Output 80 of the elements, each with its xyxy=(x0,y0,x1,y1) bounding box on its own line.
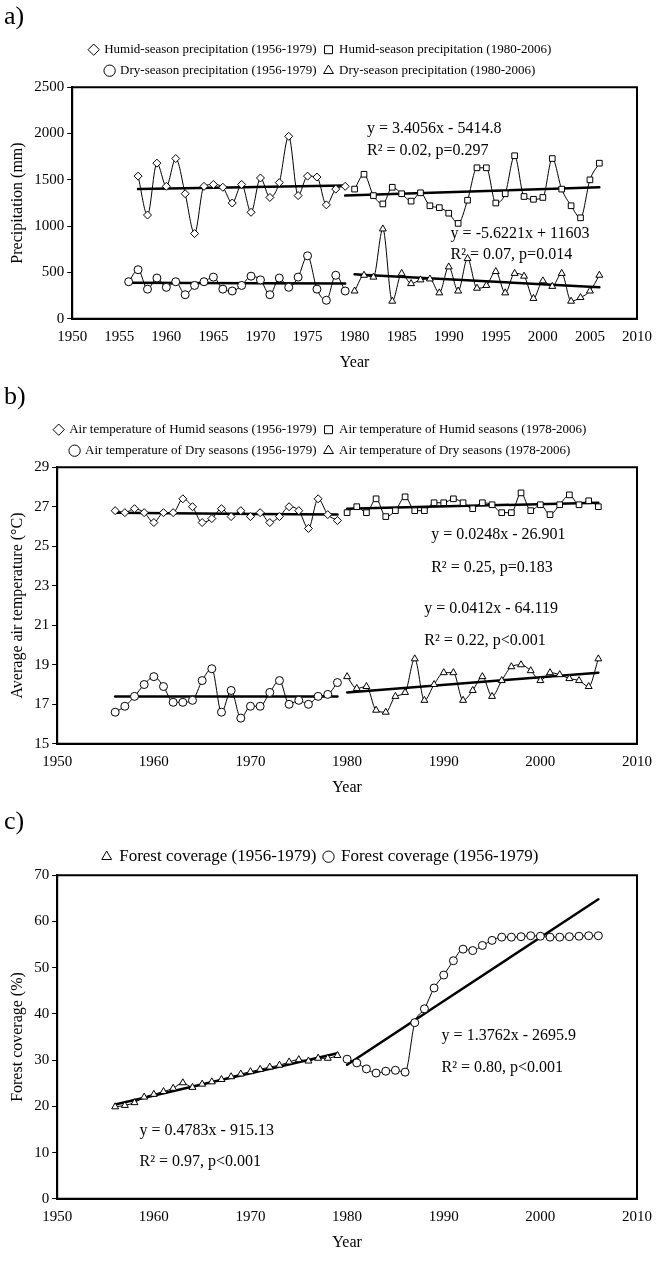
annotation: y = 1.3762x - 2695.9 xyxy=(441,1026,576,1045)
y-tick-label: 21 xyxy=(34,616,50,633)
legend-label: Air temperature of Dry seasons (1978-2006) xyxy=(339,442,571,458)
y-tick-label: 60 xyxy=(34,912,50,929)
y-tick-label: 40 xyxy=(34,1004,50,1021)
annotation: y = 0.0412x - 64.119 xyxy=(424,598,558,617)
x-tick-label: 1960 xyxy=(138,1207,169,1224)
annotation: y = -5.6221x + 11603 xyxy=(450,223,590,242)
y-tick-label: 19 xyxy=(34,655,50,672)
x-tick-label: 1975 xyxy=(292,327,323,344)
x-tick-label: 2000 xyxy=(527,327,558,344)
x-tick-label: 2010 xyxy=(622,752,652,769)
legend-label: Humid-season precipitation (1980-2006) xyxy=(339,41,552,57)
x-tick-label: 1985 xyxy=(386,327,417,344)
y-tick-label: 1000 xyxy=(34,217,65,234)
x-axis-title: Year xyxy=(332,777,363,795)
y-tick-label: 30 xyxy=(34,1051,50,1068)
annotation: R² = 0.22, p<0.001 xyxy=(424,631,546,650)
x-tick-label: 1990 xyxy=(428,752,459,769)
legend-label: Dry-season precipitation (1956-1979) xyxy=(120,62,317,78)
legend-label: Air temperature of Humid seasons (1978-2006) xyxy=(339,421,587,437)
y-axis-title: Precipitation (mm) xyxy=(7,142,26,264)
y-tick-label: 10 xyxy=(34,1143,50,1160)
y-tick-label: 15 xyxy=(34,734,50,751)
y-tick-label: 25 xyxy=(34,537,50,554)
y-tick-label: 50 xyxy=(34,958,50,975)
x-tick-label: 2005 xyxy=(574,327,605,344)
x-tick-label: 1970 xyxy=(235,1207,266,1224)
legend-label: Humid-season precipitation (1956-1979) xyxy=(104,41,317,57)
y-tick-label: 20 xyxy=(34,1097,50,1114)
annotation: R² = 0.07, p=0.014 xyxy=(450,245,573,264)
y-tick-label: 1500 xyxy=(34,170,65,187)
annotation: y = 0.4783x - 915.13 xyxy=(139,1120,274,1139)
y-tick-label: 0 xyxy=(41,1189,50,1206)
x-axis-title: Year xyxy=(339,352,371,370)
x-tick-label: 1980 xyxy=(339,327,370,344)
x-tick-label: 1950 xyxy=(57,327,88,344)
chart-title: b) xyxy=(4,381,26,411)
y-tick-label: 70 xyxy=(34,866,50,883)
x-tick-label: 2010 xyxy=(622,327,652,344)
x-tick-label: 1970 xyxy=(235,752,266,769)
legend-label: Dry-season precipitation (1980-2006) xyxy=(339,62,536,78)
y-axis-title: Forest coverage (%) xyxy=(7,972,26,1102)
annotation: R² = 0.25, p=0.183 xyxy=(431,558,553,577)
y-tick-label: 0 xyxy=(56,309,65,326)
x-tick-label: 2000 xyxy=(525,1207,556,1224)
legend-label: Air temperature of Humid seasons (1956-1979) xyxy=(69,421,317,437)
y-tick-label: 29 xyxy=(34,458,50,475)
annotation: y = 3.4056x - 5414.8 xyxy=(367,119,502,138)
x-tick-label: 1960 xyxy=(138,752,169,769)
x-tick-label: 1980 xyxy=(332,1207,363,1224)
legend-label: Forest coverage (1956-1979) xyxy=(119,846,317,866)
x-tick-label: 1955 xyxy=(104,327,135,344)
x-tick-label: 1960 xyxy=(151,327,182,344)
y-tick-label: 17 xyxy=(34,695,50,712)
x-tick-label: 1980 xyxy=(332,752,363,769)
x-tick-label: 1990 xyxy=(428,1207,459,1224)
legend-label: Air temperature of Dry seasons (1956-1979) xyxy=(85,442,317,458)
chart-title: a) xyxy=(4,1,25,31)
y-tick-label: 2500 xyxy=(34,78,65,95)
x-tick-label: 1965 xyxy=(198,327,229,344)
x-tick-label: 2010 xyxy=(622,1207,652,1224)
legend-label: Forest coverage (1956-1979) xyxy=(341,846,539,866)
y-tick-label: 23 xyxy=(34,576,50,593)
annotation: y = 0.0248x - 26.901 xyxy=(431,524,566,543)
x-tick-label: 1995 xyxy=(480,327,511,344)
x-tick-label: 1950 xyxy=(42,752,73,769)
y-tick-label: 27 xyxy=(34,497,50,514)
y-tick-label: 2000 xyxy=(34,124,65,141)
x-axis-title: Year xyxy=(332,1232,363,1250)
x-tick-label: 1990 xyxy=(433,327,464,344)
y-axis-title: Average air temperature (°C) xyxy=(7,512,26,699)
x-tick-label: 2000 xyxy=(525,752,556,769)
annotation: R² = 0.97, p<0.001 xyxy=(139,1152,262,1171)
annotation: R² = 0.02, p=0.297 xyxy=(367,140,489,159)
x-tick-label: 1950 xyxy=(42,1207,73,1224)
x-tick-label: 1970 xyxy=(245,327,276,344)
chart-title: c) xyxy=(4,806,25,836)
annotation: R² = 0.80, p<0.001 xyxy=(441,1058,564,1077)
y-tick-label: 500 xyxy=(41,263,65,280)
